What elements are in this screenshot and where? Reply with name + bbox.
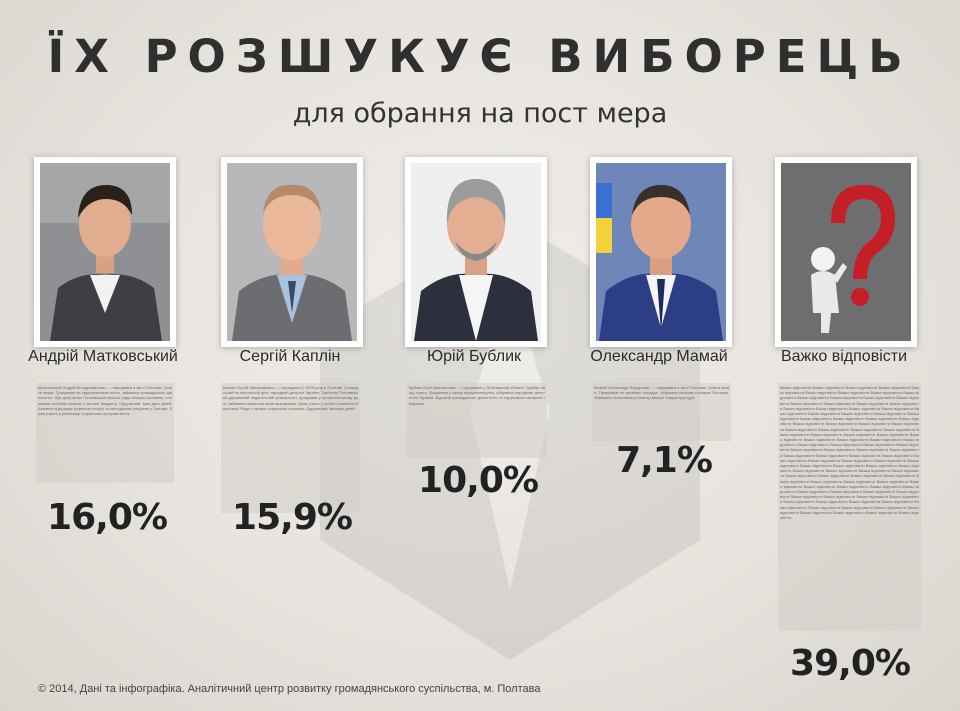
candidate-bio-2: Каплін Сергій Миколайович — народився у … [221,383,360,513]
percent-label-1: 16,0% [47,497,168,538]
portrait-icon [596,163,726,341]
question-mark-figure-icon [781,163,911,341]
page-title: ЇХ РОЗШУКУЄ ВИБОРЕЦЬ [47,30,913,83]
portrait-icon [227,163,357,341]
candidate-bio-5: Важко відповісти Важко відповісти Важко … [778,383,921,631]
candidate-name-4: Олександр Мамай [590,348,728,365]
percent-label-5: 39,0% [790,643,911,684]
candidate-bio-3: Бублик Юрій Васильович — народився у Пол… [407,383,547,458]
portrait-icon [411,163,541,341]
portrait-icon [40,163,170,341]
candidate-photo-4 [590,157,732,347]
candidate-photo-1 [34,157,176,347]
candidate-name-1: Андрій Матковський [28,348,178,365]
candidate-name-3: Юрій Бублик [426,348,522,365]
candidate-bio-1: Матковський Андрій Володимирович — народ… [36,383,174,483]
candidate-name-2: Сергій Каплін [239,348,341,365]
candidate-photo-5 [775,157,917,347]
candidate-photo-3 [405,157,547,347]
candidate-name-5: Важко відповісти [780,348,908,365]
percent-label-3: 10,0% [418,460,539,501]
candidate-photo-2 [221,157,363,347]
percent-label-4: 7,1% [616,440,713,481]
percent-label-2: 15,9% [232,497,353,538]
candidate-bio-4: Мамай Олександр Федорович — народився в … [592,383,731,441]
footer-credit: © 2014, Дані та інфографіка. Аналітичний… [38,683,541,695]
page-subtitle: для обрання на пост мера [292,98,668,129]
